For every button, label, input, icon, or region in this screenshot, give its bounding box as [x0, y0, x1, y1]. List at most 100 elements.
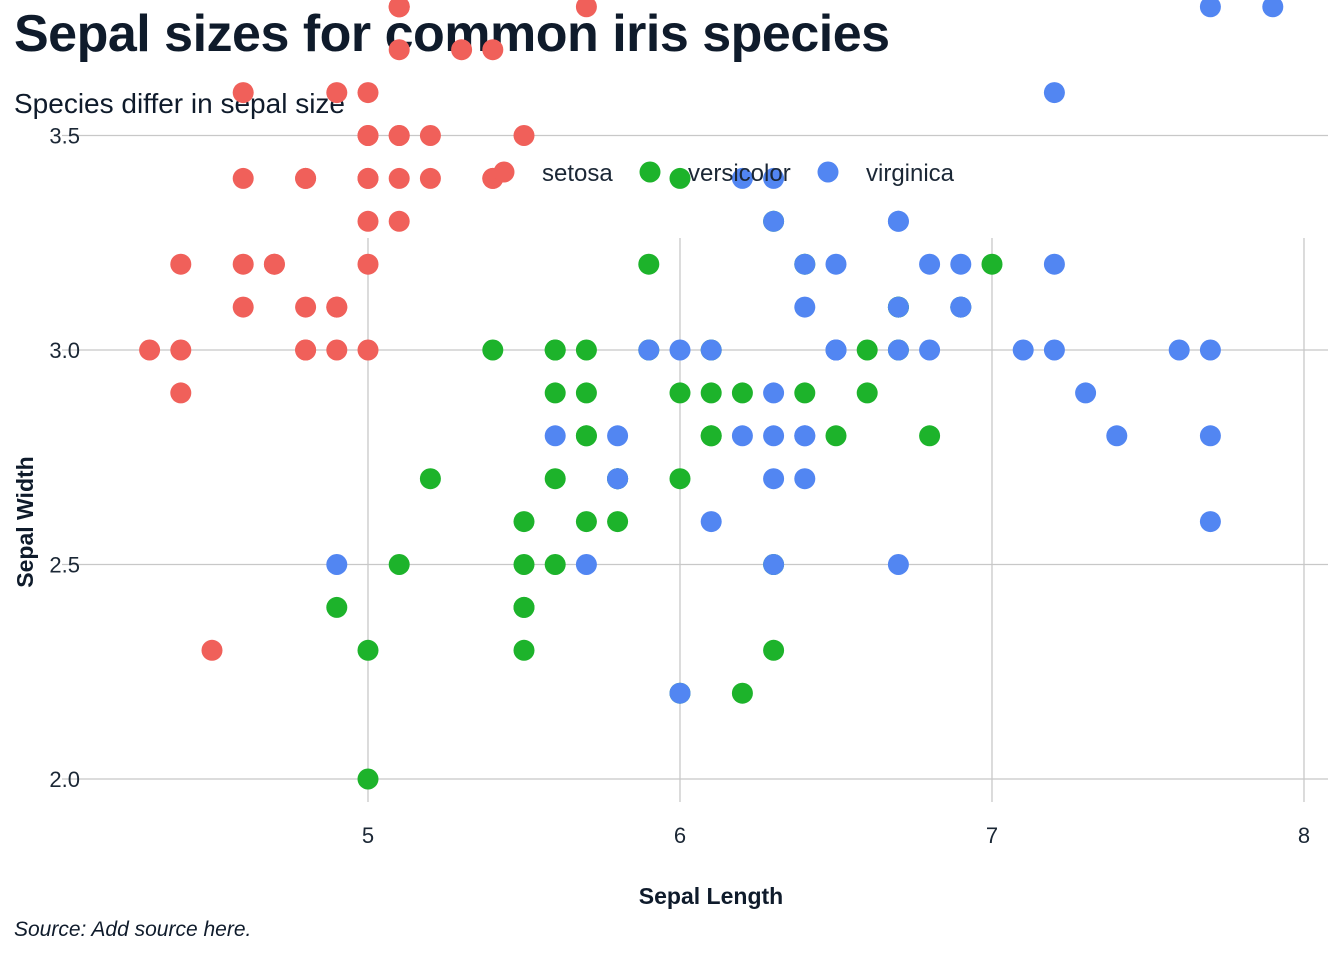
point-setosa	[388, 167, 410, 189]
legend-swatch-setosa	[493, 161, 515, 183]
point-versicolor	[794, 382, 816, 404]
point-versicolor	[700, 382, 722, 404]
point-setosa	[326, 82, 348, 104]
point-versicolor	[482, 339, 504, 361]
point-setosa	[295, 167, 317, 189]
point-versicolor	[544, 468, 566, 490]
chart-subtitle: Species differ in sepal size	[14, 88, 345, 119]
point-virginica	[544, 425, 566, 447]
y-axis-ticks: 2.02.53.03.54.04.5	[49, 124, 80, 793]
legend-swatch-versicolor	[639, 161, 661, 183]
legend-item-virginica: virginica	[817, 160, 955, 187]
point-virginica	[794, 253, 816, 275]
point-setosa	[482, 39, 504, 61]
point-virginica	[887, 554, 909, 575]
point-setosa	[513, 125, 535, 146]
legend-label-setosa: setosa	[542, 160, 613, 187]
point-virginica	[1075, 382, 1097, 404]
point-virginica	[825, 339, 847, 361]
data-points	[139, 0, 1284, 790]
point-virginica	[700, 511, 722, 533]
point-virginica	[607, 425, 629, 447]
point-virginica	[919, 339, 941, 361]
point-setosa	[575, 0, 597, 18]
point-virginica	[669, 339, 691, 361]
point-virginica	[887, 210, 909, 232]
point-versicolor	[700, 425, 722, 447]
legend-item-setosa: setosa	[493, 160, 613, 187]
point-setosa	[170, 382, 192, 404]
point-versicolor	[638, 253, 660, 275]
point-virginica	[887, 296, 909, 318]
point-versicolor	[575, 382, 597, 404]
point-virginica	[763, 382, 785, 404]
point-setosa	[451, 39, 473, 61]
x-tick-label: 6	[674, 823, 686, 848]
point-setosa	[357, 125, 379, 146]
point-versicolor	[513, 639, 535, 661]
point-versicolor	[513, 596, 535, 618]
point-virginica	[1199, 511, 1221, 533]
point-versicolor	[607, 511, 629, 533]
point-versicolor	[357, 639, 379, 661]
legend-item-versicolor: versicolor	[639, 160, 791, 187]
legend-swatch-virginica	[817, 161, 839, 183]
point-versicolor	[763, 639, 785, 661]
point-virginica	[700, 339, 722, 361]
point-setosa	[263, 253, 285, 275]
point-virginica	[794, 296, 816, 318]
point-versicolor	[326, 596, 348, 618]
point-virginica	[887, 339, 909, 361]
point-setosa	[388, 39, 410, 61]
point-setosa	[170, 339, 192, 361]
point-virginica	[1199, 425, 1221, 447]
y-axis-title: Sepal Width	[12, 456, 38, 587]
point-versicolor	[669, 468, 691, 490]
point-virginica	[607, 468, 629, 490]
point-virginica	[794, 468, 816, 490]
point-setosa	[388, 125, 410, 146]
point-virginica	[731, 425, 753, 447]
point-virginica	[1262, 0, 1284, 18]
point-versicolor	[575, 425, 597, 447]
point-versicolor	[544, 554, 566, 575]
point-versicolor	[731, 682, 753, 704]
point-virginica	[1012, 339, 1034, 361]
point-setosa	[326, 339, 348, 361]
x-tick-label: 7	[986, 823, 998, 848]
point-virginica	[763, 468, 785, 490]
y-tick-label: 3.5	[49, 124, 80, 149]
point-versicolor	[513, 554, 535, 575]
point-virginica	[1106, 425, 1128, 447]
legend: setosa versicolor virginica	[493, 160, 955, 187]
point-setosa	[357, 167, 379, 189]
point-versicolor	[919, 425, 941, 447]
point-versicolor	[388, 554, 410, 575]
point-versicolor	[544, 382, 566, 404]
point-virginica	[638, 339, 660, 361]
point-virginica	[950, 253, 972, 275]
legend-label-versicolor: versicolor	[688, 160, 791, 187]
point-setosa	[232, 82, 254, 104]
point-virginica	[1199, 339, 1221, 361]
point-virginica	[763, 210, 785, 232]
point-setosa	[419, 125, 441, 146]
x-tick-label: 8	[1298, 823, 1310, 848]
point-virginica	[825, 253, 847, 275]
point-setosa	[232, 296, 254, 318]
point-setosa	[201, 639, 223, 661]
point-virginica	[1199, 0, 1221, 18]
point-setosa	[357, 339, 379, 361]
series-virginica	[326, 0, 1284, 704]
point-setosa	[388, 0, 410, 18]
point-setosa	[357, 210, 379, 232]
grid-lines	[62, 134, 1328, 802]
y-tick-label: 3.0	[49, 338, 80, 363]
point-versicolor	[357, 768, 379, 790]
point-virginica	[1043, 82, 1065, 104]
point-setosa	[326, 296, 348, 318]
point-versicolor	[856, 339, 878, 361]
x-axis-title: Sepal Length	[639, 883, 783, 909]
x-tick-label: 5	[362, 823, 374, 848]
